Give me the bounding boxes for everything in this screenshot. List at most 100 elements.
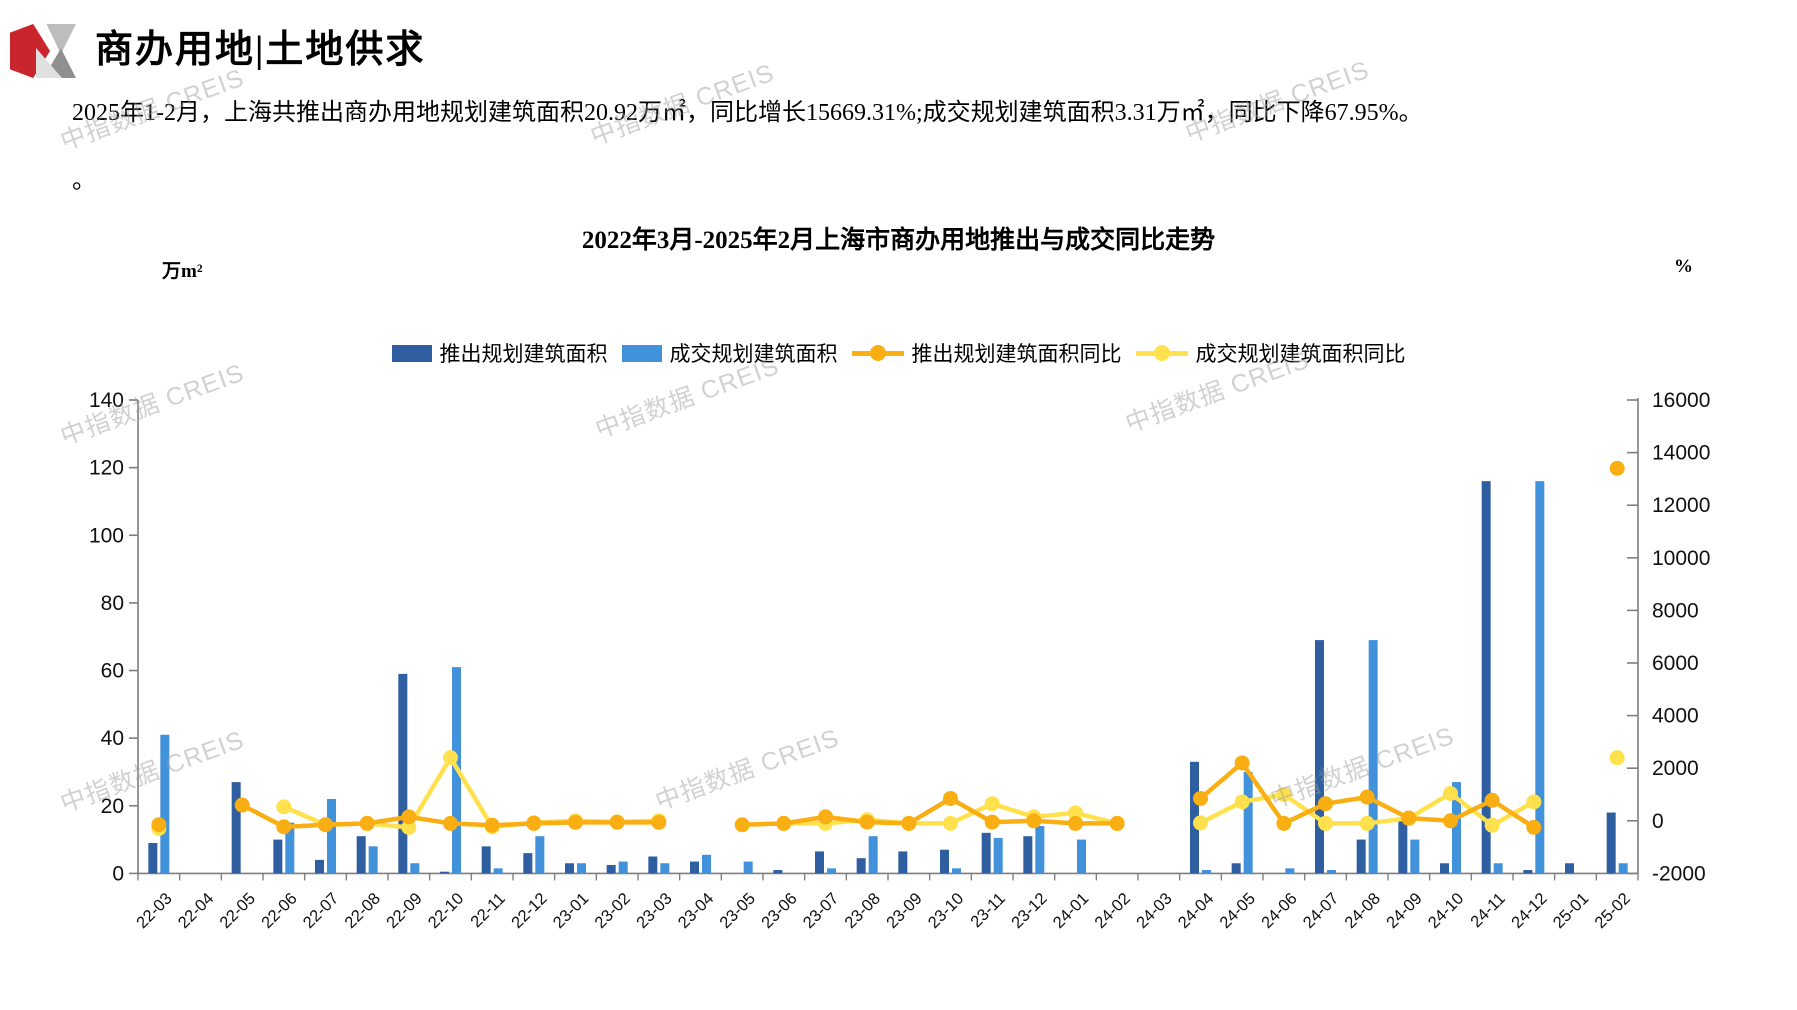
bar [1452, 782, 1461, 874]
y-right-tick-label: 16000 [1652, 389, 1710, 412]
bar [1023, 836, 1033, 874]
bar [1327, 870, 1336, 874]
x-tick-label: 23-03 [633, 890, 676, 933]
data-point [609, 814, 625, 830]
x-tick-label: 24-10 [1425, 890, 1468, 933]
data-point [1109, 815, 1125, 831]
x-tick-label: 24-12 [1508, 890, 1551, 933]
bar [356, 836, 366, 874]
x-tick-label: 22-12 [508, 890, 551, 933]
dots-supply-yoy [151, 460, 1625, 835]
bar [1368, 640, 1378, 874]
data-point [1401, 810, 1417, 826]
data-point [526, 815, 542, 831]
y-right-tick-label: 6000 [1652, 652, 1699, 675]
y-right-tick-label: 4000 [1652, 705, 1699, 728]
data-point [276, 799, 292, 815]
data-point [401, 819, 417, 835]
bar [827, 868, 836, 874]
chart-title: 2022年3月-2025年2月上海市商办用地推出与成交同比走势 [581, 227, 1216, 254]
bar [1077, 839, 1086, 874]
bar [1285, 868, 1295, 874]
data-point [1234, 794, 1250, 810]
summary-line-1: 2025年1-2月，上海共推出商办用地规划建筑面积20.92万㎡，同比增长156… [72, 100, 1423, 126]
bar [648, 856, 658, 874]
bar [702, 854, 711, 874]
legend-label-transaction: 成交规划建筑面积 [669, 342, 838, 366]
y-left-tick-label: 20 [101, 795, 124, 818]
y-left-tick-label: 140 [89, 389, 124, 412]
bar [1535, 481, 1545, 874]
data-point [818, 809, 833, 825]
bar [535, 836, 545, 874]
x-tick-label: 22-06 [258, 890, 301, 933]
bar [315, 859, 324, 874]
right-axis-unit-label: % [1674, 256, 1693, 277]
y-left-tick-label: 60 [101, 660, 124, 683]
x-tick-label: 23-07 [800, 890, 843, 933]
y-right-tick-label: 8000 [1652, 599, 1699, 622]
bar [1565, 863, 1574, 874]
bar [440, 871, 449, 874]
bar [660, 863, 670, 874]
data-point [401, 809, 417, 825]
data-point [943, 790, 958, 806]
x-tick-label: 22-11 [467, 890, 509, 932]
data-point [443, 815, 458, 831]
bar [1523, 870, 1533, 874]
bar [398, 673, 408, 874]
data-point [1193, 815, 1208, 831]
bar [1035, 826, 1045, 874]
bar [1315, 640, 1324, 874]
bar [1440, 863, 1449, 874]
bar [481, 846, 491, 874]
y-left-tick-label: 120 [89, 457, 124, 480]
x-tick-label: 23-05 [716, 890, 759, 933]
bar [523, 853, 533, 874]
bar [743, 861, 753, 874]
data-point [359, 815, 375, 831]
data-point [276, 819, 292, 835]
bar [618, 861, 628, 874]
x-tick-label: 23-02 [591, 890, 634, 933]
summary-paragraph: 2025年1-2月，上海共推出商办用地规划建筑面积20.92万㎡，同比增长156… [72, 96, 1732, 198]
bar [1356, 839, 1366, 874]
bar [1493, 863, 1503, 874]
data-point [1443, 813, 1458, 829]
data-point [1068, 815, 1083, 831]
x-tick-label: 24-05 [1216, 890, 1259, 933]
data-point [443, 750, 458, 766]
bar [410, 863, 420, 874]
data-point [151, 817, 167, 833]
bar [952, 868, 961, 874]
data-point [318, 817, 333, 833]
bar [160, 734, 170, 874]
x-tick-label: 22-08 [341, 890, 384, 933]
legend-item-supply-yoy: 推出规划建筑面积同比 [851, 338, 1122, 368]
x-tick-label: 24-01 [1050, 890, 1093, 933]
bar [368, 846, 378, 874]
data-point [1193, 790, 1208, 806]
bar [1398, 819, 1408, 874]
data-point [943, 815, 958, 831]
bar [1243, 771, 1253, 874]
data-point [1276, 787, 1292, 802]
legend-label-supply: 推出规划建筑面积 [439, 342, 608, 366]
bar [606, 864, 616, 874]
x-tick-label: 24-11 [1467, 890, 1509, 932]
bar [577, 863, 586, 874]
x-tick-label: 22-10 [425, 890, 468, 933]
line-segment [739, 796, 1120, 827]
data-point [1359, 789, 1375, 805]
x-tick-label: 22-04 [175, 890, 218, 933]
x-tick-label: 22-03 [133, 890, 176, 933]
data-point [1318, 815, 1333, 831]
bar [1202, 870, 1211, 874]
x-tick-label: 24-04 [1175, 890, 1218, 933]
y-right-tick-label: 10000 [1652, 547, 1710, 570]
page-title: 商办用地|土地供求 [95, 29, 426, 71]
y-left-tick-label: 80 [101, 592, 124, 615]
y-right-tick-label: 2000 [1652, 757, 1699, 780]
bar [993, 837, 1003, 874]
